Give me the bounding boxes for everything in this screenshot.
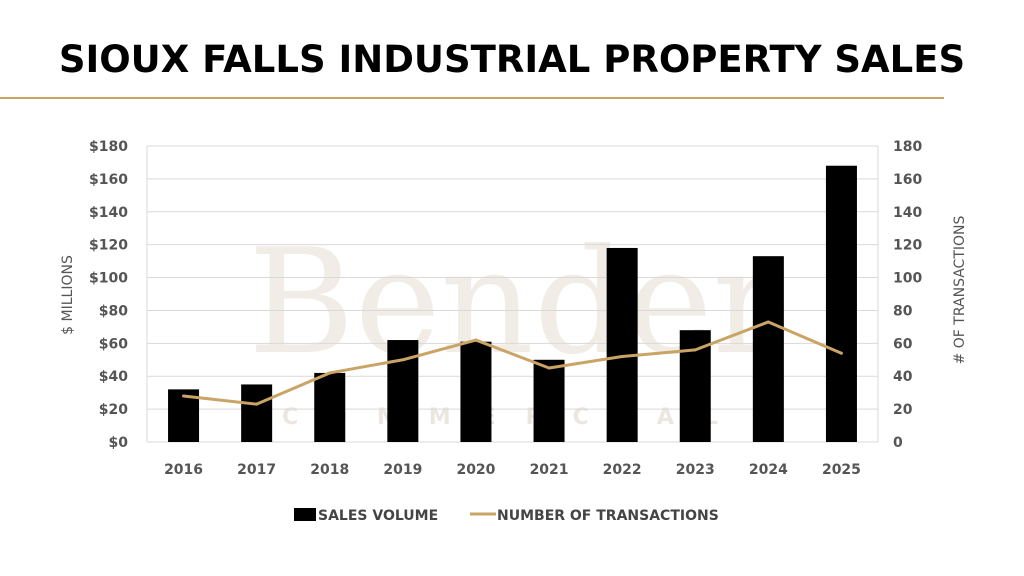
legend-swatch-bar: [294, 508, 316, 521]
transactions-point-2017: [255, 402, 259, 406]
y2-tick-label: 100: [893, 271, 922, 287]
y2-tick-label: 20: [893, 402, 913, 418]
bar-2017: [241, 384, 273, 442]
x-tick-label: 2017: [237, 462, 276, 478]
y-tick-label: $140: [89, 205, 128, 221]
y-tick-label: $60: [99, 336, 128, 352]
transactions-point-2016: [182, 394, 186, 398]
bar-2022: [606, 247, 638, 442]
transactions-point-2025: [839, 351, 843, 355]
y-tick-label: $160: [89, 172, 128, 188]
y2-tick-label: 40: [893, 369, 913, 385]
y2-axis-label: # OF TRANSACTIONS: [952, 216, 968, 365]
y-tick-label: $20: [99, 402, 128, 418]
bar-2021: [533, 359, 565, 442]
y2-tick-label: 0: [893, 435, 903, 451]
x-tick-label: 2024: [749, 462, 788, 478]
y-tick-label: $80: [99, 303, 128, 319]
transactions-point-2019: [401, 358, 405, 362]
transactions-line: [183, 320, 843, 406]
transactions-point-2018: [328, 371, 332, 375]
legend: SALES VOLUME NUMBER OF TRANSACTIONS: [294, 508, 719, 524]
x-tick-label: 2018: [310, 462, 349, 478]
chart-title: SIOUX FALLS INDUSTRIAL PROPERTY SALES: [58, 38, 966, 81]
y2-tick-label: 80: [893, 303, 913, 319]
y2-tick-label: 180: [893, 139, 922, 155]
bar-2018: [314, 372, 346, 442]
transactions-point-2024: [766, 320, 770, 324]
x-tick-label: 2022: [603, 462, 642, 478]
y-tick-label: $180: [89, 139, 128, 155]
bar-2020: [460, 341, 492, 442]
transactions-point-2020: [474, 338, 478, 342]
y-tick-label: $0: [109, 435, 129, 451]
title-divider: [0, 97, 944, 99]
y-tick-label: $100: [89, 271, 128, 287]
x-tick-label: 2021: [530, 462, 569, 478]
y-tick-label: $120: [89, 238, 128, 254]
y2-tick-label: 140: [893, 205, 922, 221]
x-tick-label: 2025: [822, 462, 861, 478]
transactions-point-2021: [547, 366, 551, 370]
legend-label-sales: SALES VOLUME: [318, 508, 438, 524]
bar-2024: [752, 256, 784, 442]
transactions-point-2023: [693, 348, 697, 352]
x-tick-label: 2019: [383, 462, 422, 478]
y2-tick-label: 60: [893, 336, 913, 352]
y2-tick-label: 160: [893, 172, 922, 188]
x-tick-label: 2023: [676, 462, 715, 478]
y-axis-label: $ MILLIONS: [60, 255, 76, 335]
transactions-point-2022: [620, 354, 624, 358]
bar-2025: [825, 165, 857, 442]
x-tick-label: 2020: [456, 462, 495, 478]
y2-tick-label: 120: [893, 238, 922, 254]
y-tick-label: $40: [99, 369, 128, 385]
legend-label-transactions: NUMBER OF TRANSACTIONS: [497, 508, 719, 524]
x-tick-label: 2016: [164, 462, 203, 478]
